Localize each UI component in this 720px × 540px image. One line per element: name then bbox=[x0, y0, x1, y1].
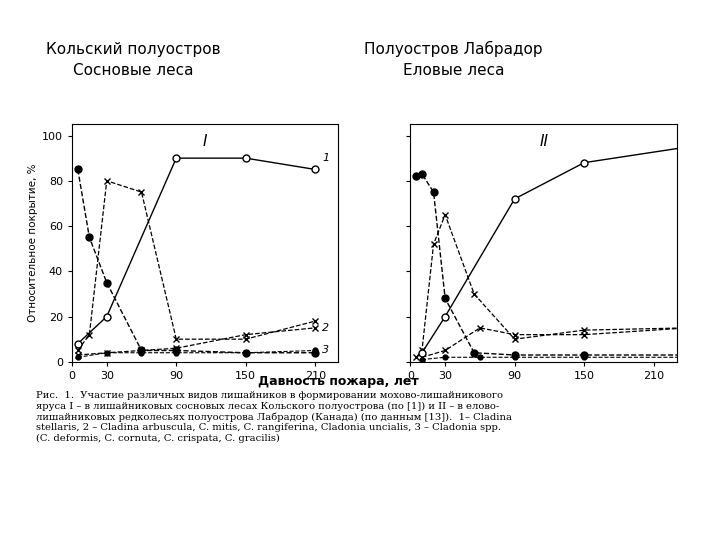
Y-axis label: Относительное покрытие, %: Относительное покрытие, % bbox=[28, 164, 38, 322]
Text: 3: 3 bbox=[0, 539, 1, 540]
Text: Полуостров Лабрадор: Полуостров Лабрадор bbox=[364, 40, 543, 57]
Text: II: II bbox=[539, 134, 548, 148]
Text: Рис.  1.  Участие различных видов лишайников в формировании мохово-лишайникового: Рис. 1. Участие различных видов лишайник… bbox=[36, 392, 512, 443]
Text: Кольский полуостров: Кольский полуостров bbox=[46, 42, 220, 57]
Text: I: I bbox=[203, 134, 207, 148]
Text: 2: 2 bbox=[0, 539, 1, 540]
Text: 1: 1 bbox=[322, 153, 329, 163]
Text: Еловые леса: Еловые леса bbox=[403, 63, 504, 78]
Text: 1: 1 bbox=[0, 539, 1, 540]
Text: 3: 3 bbox=[322, 346, 329, 355]
Text: Давность пожара, лет: Давность пожара, лет bbox=[258, 375, 419, 388]
Text: Сосновые леса: Сосновые леса bbox=[73, 63, 194, 78]
Text: 2: 2 bbox=[322, 323, 329, 333]
